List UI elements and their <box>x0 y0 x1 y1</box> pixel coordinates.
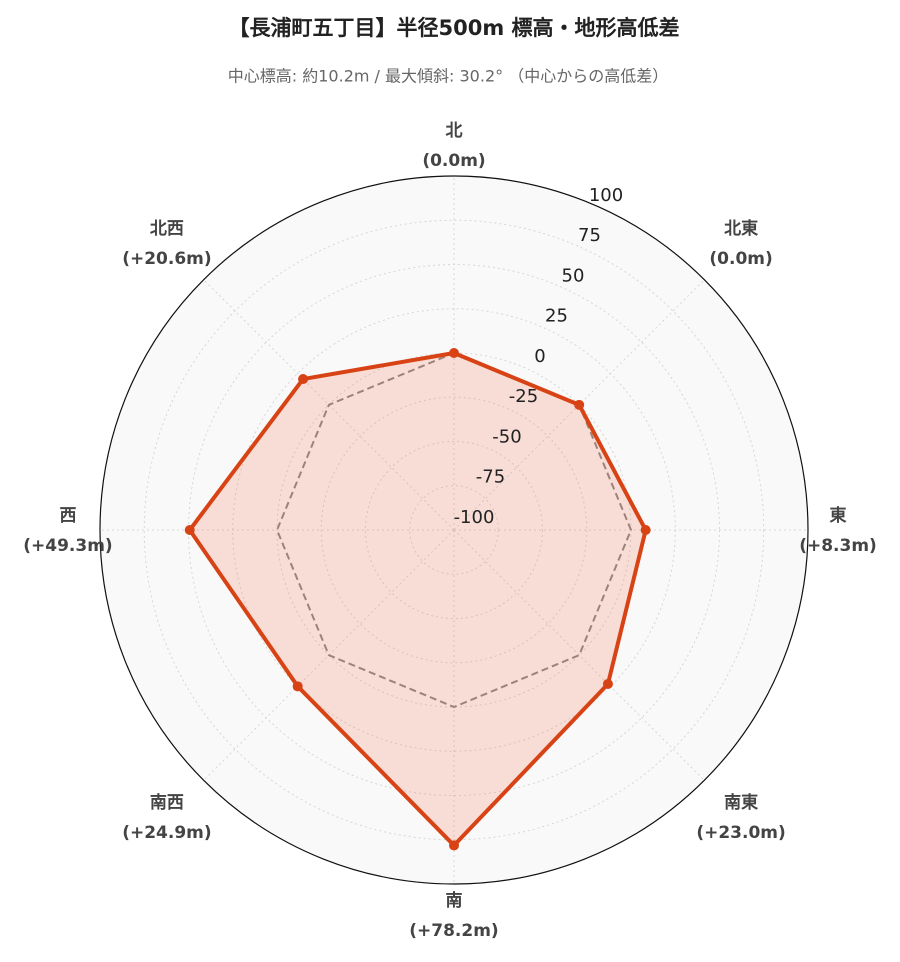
chart-subtitle: 中心標高: 約10.2m / 最大傾斜: 30.2° （中心からの高低差） <box>228 67 668 86</box>
category-label: 南東 <box>724 792 758 813</box>
data-point <box>640 525 651 535</box>
grid-circle <box>320 396 588 664</box>
radial-tick-label: 50 <box>562 265 585 286</box>
category-label: 南西 <box>150 792 184 813</box>
radial-tick-label: 0 <box>534 346 545 367</box>
data-point <box>298 374 309 385</box>
baseline-polygon <box>275 351 633 709</box>
radial-tick-label: 25 <box>545 306 568 327</box>
category-value-label: (+8.3m) <box>799 536 877 556</box>
category-label: 北 <box>446 121 463 141</box>
category-label: 西 <box>60 506 77 526</box>
grid-circle <box>409 485 499 575</box>
radial-tick-label: -25 <box>509 386 538 407</box>
category-value-label: (+23.0m) <box>696 823 785 843</box>
category-label: 北東 <box>724 218 758 239</box>
radial-tick-label: 75 <box>578 225 601 246</box>
category-value-label: (+49.3m) <box>23 536 112 556</box>
data-point <box>292 681 303 692</box>
category-value-label: (+78.2m) <box>409 921 498 941</box>
category-label: 東 <box>830 505 847 526</box>
category-value-label: (0.0m) <box>422 151 485 171</box>
data-point <box>449 348 459 358</box>
radial-tick-label: -75 <box>476 467 505 488</box>
category-label: 南 <box>446 890 463 911</box>
grid-circle <box>143 219 765 841</box>
outer-circle <box>99 175 809 885</box>
category-value-label: (+24.9m) <box>122 823 211 843</box>
radial-tick-label: 100 <box>589 185 623 206</box>
radial-tick-label: -100 <box>454 507 495 528</box>
category-value-label: (+20.6m) <box>122 249 211 269</box>
category-label: 北西 <box>150 219 184 239</box>
category-value-label: (0.0m) <box>709 249 772 269</box>
data-point <box>449 840 459 851</box>
grid-circle <box>365 441 543 619</box>
data-point <box>574 399 585 410</box>
angular-grid-line <box>453 529 705 781</box>
chart-title: 【長浦町五丁目】半径500m 標高・地形高低差 <box>228 16 679 40</box>
data-point <box>184 525 195 535</box>
radial-tick-label: -50 <box>492 426 521 447</box>
data-point <box>602 678 613 689</box>
